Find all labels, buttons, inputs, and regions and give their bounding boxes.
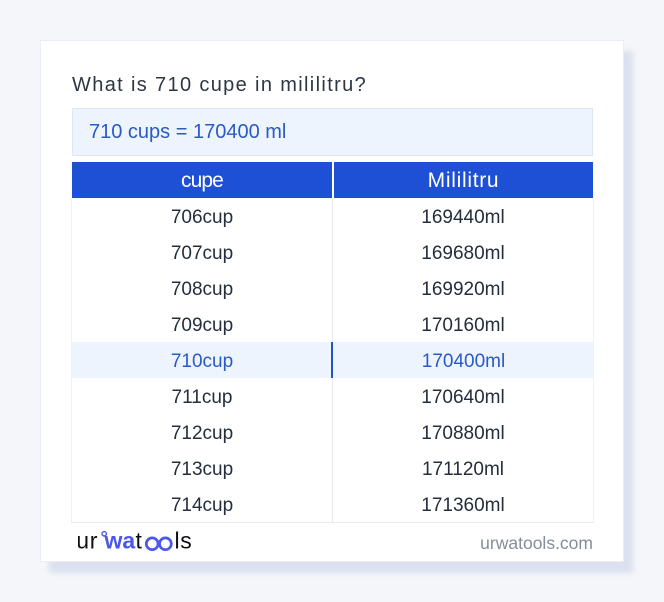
svg-text:ur: ur xyxy=(78,528,98,554)
svg-text:t: t xyxy=(136,528,143,554)
svg-text:ls: ls xyxy=(175,528,193,554)
svg-text:wa: wa xyxy=(104,528,136,554)
